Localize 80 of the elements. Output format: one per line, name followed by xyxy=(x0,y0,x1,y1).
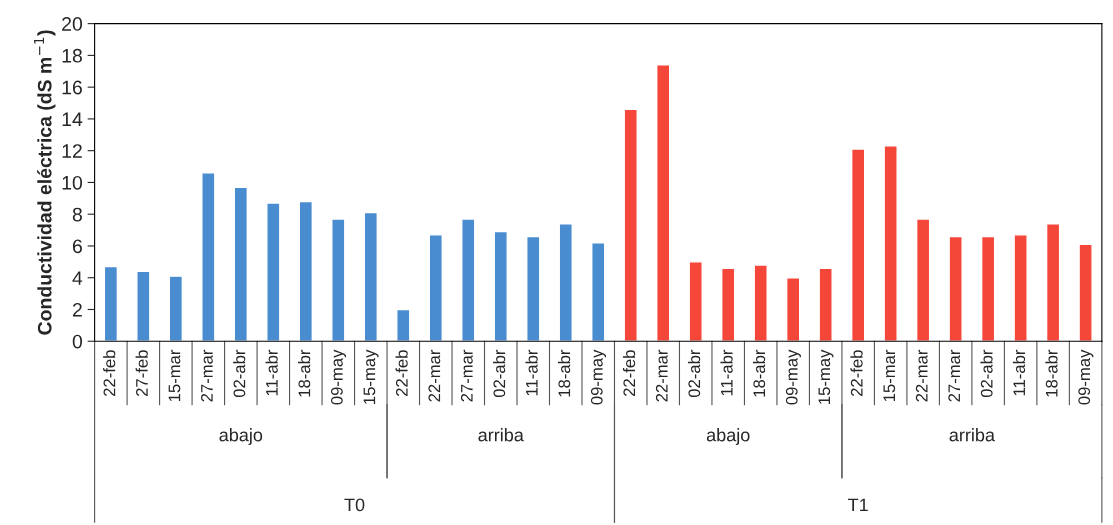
y-tick-label: 0 xyxy=(72,334,83,349)
bar xyxy=(526,235,541,342)
bar xyxy=(298,200,313,342)
x-tick-label: 22-mar xyxy=(655,349,668,402)
bar xyxy=(428,234,443,342)
text: arriba xyxy=(949,428,995,442)
bar xyxy=(1013,234,1028,342)
x-tick-label: 22-mar xyxy=(915,349,928,402)
bar xyxy=(266,202,281,342)
bar xyxy=(168,275,184,342)
y-tick-label: 2 xyxy=(72,302,82,317)
bar xyxy=(136,270,151,342)
text: arriba xyxy=(478,428,524,442)
bar xyxy=(233,186,249,342)
text: abajo xyxy=(706,428,750,445)
bar xyxy=(753,264,768,342)
bar xyxy=(396,308,411,342)
y-tick-label: 20 xyxy=(62,17,83,31)
bar xyxy=(1078,243,1093,342)
x-tick-label: 27-feb xyxy=(135,350,148,396)
bar xyxy=(883,145,898,342)
x-tick-label: 27-mar xyxy=(201,349,213,402)
bar xyxy=(1045,223,1061,342)
x-tick-label: 11-abr xyxy=(720,349,733,396)
bar xyxy=(331,218,346,342)
x-tick-label: 15-may xyxy=(818,349,834,404)
bar xyxy=(948,235,963,342)
bar xyxy=(785,277,801,342)
y-tick-label: 16 xyxy=(62,80,82,95)
bar xyxy=(591,242,606,342)
x-tick-label: 15-may xyxy=(363,349,379,404)
x-tick-label: 02-abr xyxy=(233,349,246,398)
y-tick-label: 10 xyxy=(62,175,83,190)
x-tick-label: 09-may xyxy=(785,349,801,405)
bar xyxy=(656,64,671,342)
bar xyxy=(103,265,119,342)
bar xyxy=(623,108,638,342)
x-tick-label: 09-may xyxy=(1078,349,1094,405)
bar xyxy=(850,148,866,342)
x-tick-label: 02-abr xyxy=(687,349,701,398)
bar xyxy=(363,211,378,342)
x-tick-label: 22-feb xyxy=(395,350,408,396)
bar xyxy=(688,261,703,342)
bar xyxy=(721,267,736,342)
x-tick-label: 11-abr xyxy=(525,349,538,396)
bar xyxy=(201,172,216,342)
x-tick-label: 09-may xyxy=(330,349,347,405)
y-axis-title: Conductividad eléctrica (dS m$^{−1}$) xyxy=(34,30,56,335)
y-tick-label: 6 xyxy=(72,239,82,254)
x-tick-label: 02-abr xyxy=(980,349,993,398)
bar xyxy=(461,218,476,342)
bar xyxy=(558,223,573,342)
text: T1 xyxy=(848,498,868,512)
x-tick-label: 15-mar xyxy=(168,349,181,402)
x-tick-label: 27-mar xyxy=(948,349,961,402)
bar xyxy=(915,218,931,342)
bar xyxy=(980,235,996,342)
x-tick-label: 11-abr xyxy=(265,349,278,396)
x-tick-label: 22-feb xyxy=(850,350,863,396)
x-tick-label: 18-abr xyxy=(1045,349,1058,397)
x-tick-label: 18-abr xyxy=(557,349,571,397)
x-tick-label: 27-mar xyxy=(460,349,473,402)
bar xyxy=(818,267,833,342)
y-tick-label: 14 xyxy=(62,112,83,126)
y-tick-label: 4 xyxy=(72,271,83,285)
text: abajo xyxy=(219,428,263,445)
x-tick-label: 22-feb xyxy=(622,350,636,396)
x-tick-label: 18-abr xyxy=(752,349,766,397)
x-tick-label: 15-mar xyxy=(883,349,896,402)
x-tick-label: 09-may xyxy=(590,349,607,405)
x-tick-label: 22-feb xyxy=(103,350,116,396)
bar xyxy=(493,230,508,342)
y-tick-label: 12 xyxy=(62,144,82,158)
x-tick-label: 11-abr xyxy=(1012,349,1026,396)
y-tick-label: 8 xyxy=(72,207,82,222)
y-tick-label: 18 xyxy=(62,48,82,63)
x-tick-label: 18-abr xyxy=(298,349,311,397)
text: T0 xyxy=(344,498,365,512)
x-tick-label: 22-mar xyxy=(428,349,441,402)
x-tick-label: 02-abr xyxy=(492,349,506,398)
